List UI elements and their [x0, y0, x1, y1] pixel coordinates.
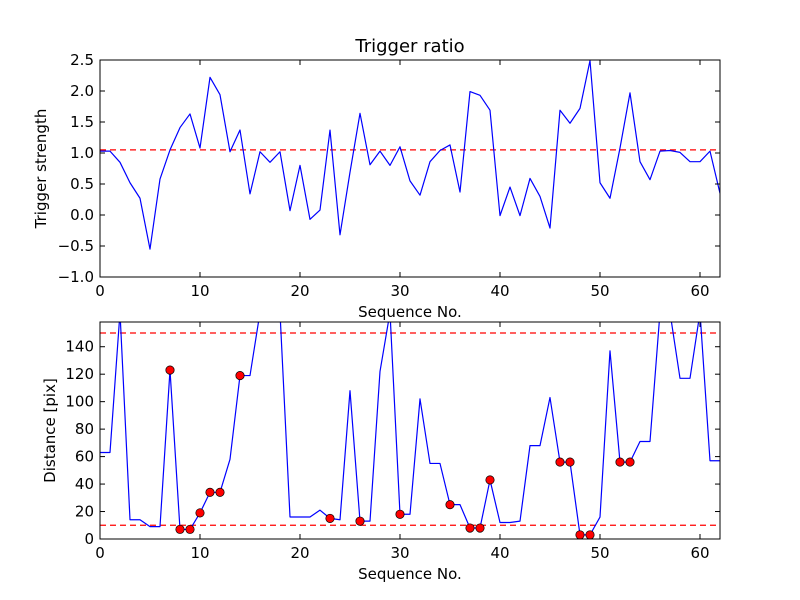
y-tick-label: 0.0 [70, 206, 94, 224]
data-point [575, 530, 585, 539]
x-tick-label: 50 [590, 282, 609, 300]
y-tick-label: 0 [84, 530, 94, 548]
x-tick-label: 60 [690, 282, 709, 300]
x-tick-label: 30 [390, 282, 409, 300]
tick-marks [99, 322, 720, 540]
series-line [100, 60, 720, 250]
data-point [475, 523, 485, 533]
tick-labels: 0 10 20 30 40 50 60 −1.0 −0.5 0.0 0.5 1.0 1.5 2.0 2.5 [58, 51, 710, 300]
y-axis-label: Trigger strength [32, 109, 50, 230]
y-tick-label: 0.5 [70, 175, 94, 193]
x-tick-label: 10 [190, 282, 209, 300]
data-point [625, 457, 635, 467]
plot-area [100, 60, 720, 250]
x-axis-label: Sequence No. [358, 565, 462, 583]
x-tick-label: 10 [190, 544, 209, 562]
y-tick-label: −0.5 [58, 237, 94, 255]
data-point [175, 524, 185, 534]
data-point [615, 457, 625, 467]
y-tick-label: 1.5 [70, 113, 94, 131]
x-tick-label: 0 [95, 282, 105, 300]
x-tick-label: 20 [290, 282, 309, 300]
y-tick-label: 2.5 [70, 51, 94, 69]
y-tick-label: 40 [75, 475, 94, 493]
data-point [165, 365, 175, 375]
axes-frame [99, 59, 721, 278]
tick-labels: 0 10 20 30 40 50 60 0 20 40 60 80 100 120 140 [65, 338, 709, 562]
axes-frame [99, 321, 721, 540]
y-tick-label: 60 [75, 448, 94, 466]
data-point [465, 523, 475, 533]
y-tick-label: 80 [75, 420, 94, 438]
x-tick-label: 30 [390, 544, 409, 562]
data-point [585, 530, 595, 539]
data-point [485, 475, 495, 485]
x-tick-label: 60 [690, 544, 709, 562]
x-tick-label: 40 [490, 544, 509, 562]
x-axis-label: Sequence No. [358, 303, 462, 321]
y-tick-label: 140 [65, 338, 94, 356]
y-tick-label: 1.0 [70, 144, 94, 162]
data-point [555, 457, 565, 467]
data-point [235, 371, 245, 381]
y-tick-label: 2.0 [70, 82, 94, 100]
y-tick-label: 20 [75, 503, 94, 521]
distance-chart: 0 10 20 30 40 50 60 0 20 40 60 80 100 120 140 Sequence… [41, 321, 721, 583]
data-point [205, 487, 215, 497]
series-line [100, 322, 720, 536]
tick-marks [99, 59, 720, 278]
data-point [395, 509, 405, 519]
data-point [185, 524, 195, 534]
x-tick-label: 20 [290, 544, 309, 562]
trigger-ratio-chart: Trigger ratio 0 10 20 30 40 50 60 −1.0 −0.5 0.0 0.… [32, 36, 721, 321]
x-tick-label: 50 [590, 544, 609, 562]
x-tick-label: 0 [95, 544, 105, 562]
data-point [195, 508, 205, 518]
data-point [565, 457, 575, 467]
data-point [355, 516, 365, 526]
y-tick-label: 120 [65, 365, 94, 383]
x-tick-label: 40 [490, 282, 509, 300]
data-point [325, 513, 335, 523]
data-point [445, 500, 455, 510]
data-point [215, 487, 225, 497]
y-tick-label: −1.0 [58, 268, 94, 286]
y-tick-label: 100 [65, 393, 94, 411]
y-axis-label: Distance [pix] [41, 378, 59, 483]
plot-area [100, 322, 720, 539]
chart-title: Trigger ratio [354, 36, 464, 57]
